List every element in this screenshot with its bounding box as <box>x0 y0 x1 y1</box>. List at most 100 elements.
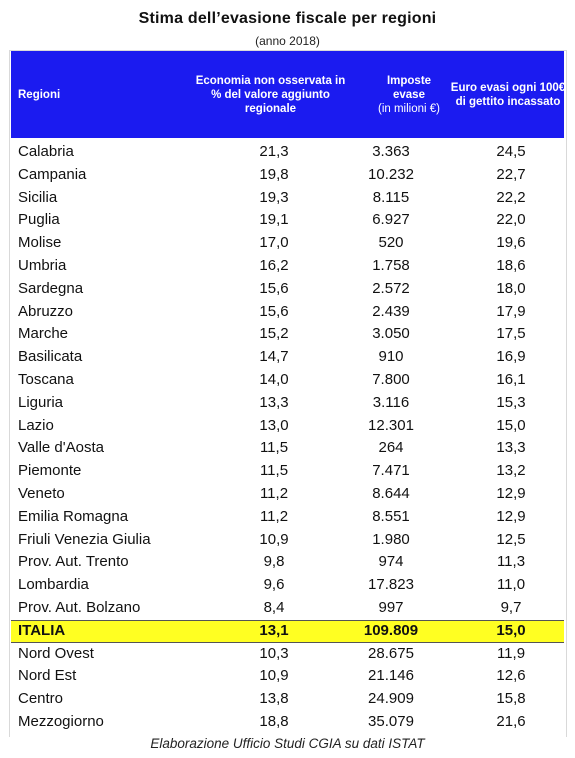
value-v3: 18,0 <box>496 279 526 297</box>
value-v2: 8.115 <box>372 188 410 206</box>
table-row: Lombardia 9,6 17.823 11,0 <box>11 574 564 597</box>
table-row: Umbria 16,2 1.758 18,6 <box>11 255 564 278</box>
table-row: Valle d'Aosta 11,5 264 13,3 <box>11 437 564 460</box>
value-v2: 6.927 <box>372 211 410 229</box>
value-v3: 16,9 <box>496 348 526 366</box>
region-name: Friuli Venezia Giulia <box>18 530 151 548</box>
value-v2: 21.146 <box>368 667 414 685</box>
value-v3: 11,0 <box>496 576 526 594</box>
table-row: Piemonte 11,5 7.471 13,2 <box>11 460 564 483</box>
value-v2: 974 <box>378 553 404 571</box>
value-v1: 21,3 <box>259 143 289 160</box>
region-name: Sicilia <box>18 188 58 206</box>
value-v2: 12.301 <box>368 416 414 434</box>
region-name: Piemonte <box>18 462 82 480</box>
table-row: Friuli Venezia Giulia 10,9 1.980 12,5 <box>11 529 564 552</box>
value-v1: 14,0 <box>259 370 289 388</box>
value-v2: 997 <box>378 598 404 616</box>
source-note: Elaborazione Ufficio Studi CGIA su dati … <box>150 736 425 751</box>
header-euro-evasi: Euro evasi ogni 100€ di gettito incassat… <box>450 81 566 108</box>
value-v1: 19,8 <box>259 165 289 183</box>
value-v1: 11,2 <box>259 507 289 525</box>
value-v2: 264 <box>378 439 404 457</box>
region-name: Emilia Romagna <box>18 507 129 525</box>
region-name: ITALIA <box>18 621 66 639</box>
table-row: Veneto 11,2 8.644 12,9 <box>11 483 564 506</box>
header-imposte-evase: Imposte evase (in milioni €) <box>349 51 469 138</box>
region-name: Basilicata <box>18 348 83 366</box>
region-name: Prov. Aut. Trento <box>18 553 129 571</box>
region-name: Marche <box>18 325 69 343</box>
value-v3: 17,5 <box>496 325 526 343</box>
table-row: Lazio 13,0 12.301 15,0 <box>11 415 564 438</box>
value-v2: 17.823 <box>368 576 414 594</box>
value-v2: 520 <box>378 234 404 252</box>
value-v2: 1.980 <box>372 530 410 548</box>
value-v2: 2.572 <box>372 279 410 297</box>
value-v3: 18,6 <box>496 256 526 274</box>
value-v1: 11,5 <box>259 439 289 457</box>
value-v2: 2.439 <box>372 302 410 320</box>
value-v2: 3.050 <box>372 325 410 343</box>
value-v3: 12,9 <box>496 484 526 502</box>
value-v1: 9,8 <box>263 553 285 571</box>
value-v3: 12,5 <box>496 530 526 548</box>
value-v2: 109.809 <box>363 621 419 639</box>
value-v3: 15,0 <box>496 416 526 434</box>
value-v2: 3.363 <box>372 143 410 160</box>
table-header: Regioni Economia non osservata in % del … <box>11 51 566 138</box>
value-v3: 12,9 <box>496 507 526 525</box>
table-row: Emilia Romagna 11,2 8.551 12,9 <box>11 506 564 529</box>
table-row: Molise 17,0 520 19,6 <box>11 232 564 255</box>
value-v1: 10,9 <box>259 530 289 548</box>
value-v3: 17,9 <box>496 302 526 320</box>
header-economia-non-osservata: Economia non osservata in % del valore a… <box>195 74 346 115</box>
table-row-total: ITALIA 13,1 109.809 15,0 <box>11 619 564 643</box>
value-v3: 13,3 <box>496 439 526 457</box>
value-v1: 9,6 <box>263 576 285 594</box>
table-row: Marche 15,2 3.050 17,5 <box>11 323 564 346</box>
value-v1: 8,4 <box>263 598 285 616</box>
value-v2: 1.758 <box>372 256 410 274</box>
header-imposte-evase-unit: (in milioni €) <box>378 102 440 115</box>
region-name: Puglia <box>18 211 60 229</box>
value-v3: 22,2 <box>496 188 526 206</box>
table-body: Calabria 21,3 3.363 24,5 Campania 19,8 10.232 2… <box>11 141 564 734</box>
table-row: Mezzogiorno 18,8 35.079 21,6 <box>11 711 564 734</box>
value-v3: 21,6 <box>496 712 526 730</box>
value-v1: 11,5 <box>259 462 289 480</box>
value-v2: 7.471 <box>372 462 410 480</box>
value-v3: 22,7 <box>496 165 526 183</box>
table-row: Prov. Aut. Bolzano 8,4 997 9,7 <box>11 597 564 620</box>
value-v1: 16,2 <box>259 256 289 274</box>
value-v1: 17,0 <box>259 234 289 252</box>
region-name: Calabria <box>18 143 74 160</box>
value-v3: 22,0 <box>496 211 526 229</box>
page-subtitle: (anno 2018) <box>255 34 320 48</box>
region-name: Nord Ovest <box>18 644 94 662</box>
region-name: Lombardia <box>18 576 89 594</box>
value-v1: 15,2 <box>259 325 289 343</box>
value-v3: 9,7 <box>500 598 522 616</box>
table-row: Abruzzo 15,6 2.439 17,9 <box>11 301 564 324</box>
value-v1: 13,8 <box>259 690 289 708</box>
region-name: Abruzzo <box>18 302 74 320</box>
table-row: Liguria 13,3 3.116 15,3 <box>11 392 564 415</box>
value-v3: 24,5 <box>496 143 526 160</box>
value-v2: 10.232 <box>368 165 414 183</box>
value-v1: 15,6 <box>259 279 289 297</box>
value-v2: 8.551 <box>372 507 410 525</box>
table-row: Centro 13,8 24.909 15,8 <box>11 688 564 711</box>
value-v1: 13,1 <box>259 621 289 639</box>
value-v2: 35.079 <box>368 712 414 730</box>
value-v1: 13,0 <box>259 416 289 434</box>
value-v1: 11,2 <box>259 484 289 502</box>
value-v1: 19,3 <box>259 188 289 206</box>
table-row: Basilicata 14,7 910 16,9 <box>11 346 564 369</box>
region-name: Valle d'Aosta <box>18 439 104 457</box>
header-regioni: Regioni <box>18 88 61 101</box>
table-row: Prov. Aut. Trento 9,8 974 11,3 <box>11 551 564 574</box>
region-name: Sardegna <box>18 279 84 297</box>
value-v3: 11,9 <box>496 644 526 662</box>
value-v3: 11,3 <box>496 553 526 571</box>
